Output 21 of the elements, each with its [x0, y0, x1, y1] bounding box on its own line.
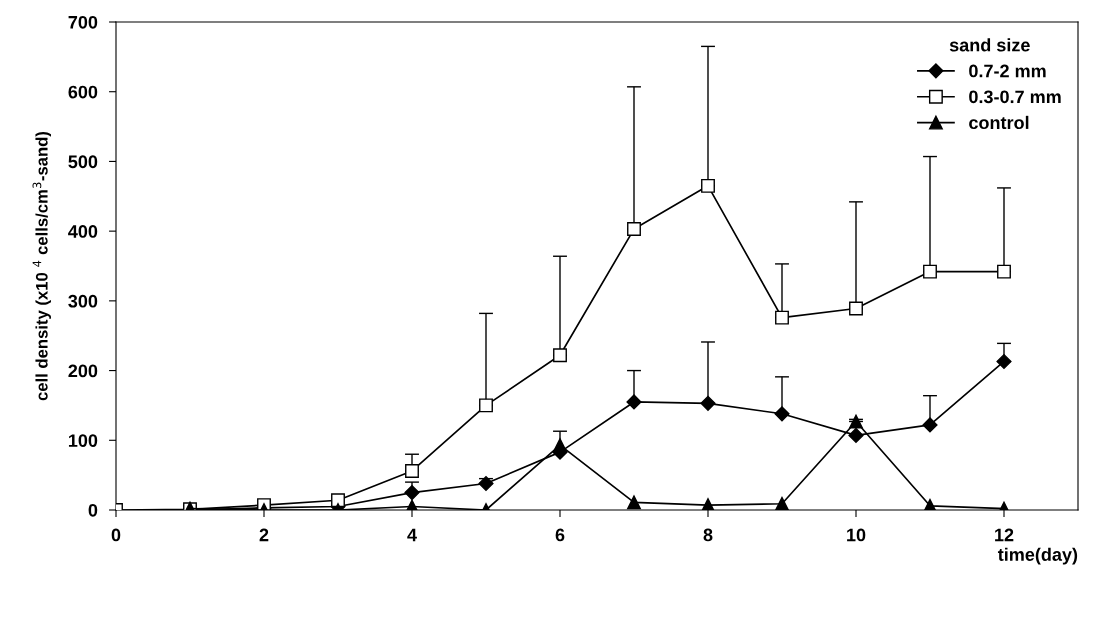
legend-title: sand size	[949, 38, 1030, 52]
y-tick-label: 600	[68, 85, 98, 99]
x-tick-label: 2	[259, 528, 269, 542]
x-tick-label: 4	[407, 528, 417, 542]
y-tick-label: 300	[68, 294, 98, 308]
x-tick-label: 10	[847, 528, 866, 542]
x-tick-label: 12	[995, 528, 1014, 542]
y-tick-label: 0	[88, 503, 98, 517]
x-axis-title: time(day)	[997, 547, 1078, 565]
x-tick-label: 6	[555, 528, 565, 542]
y-tick-label: 200	[68, 364, 98, 378]
legend-label: 0.7-2 mm	[969, 64, 1046, 78]
y-tick-label: 700	[68, 15, 98, 29]
y-axis-title: cell density (x10 $^{4}$ cells/cm$^{3}$-sand)	[32, 131, 51, 401]
y-tick-label: 500	[68, 155, 98, 169]
legend-label: 0.3-0.7 mm	[969, 90, 1061, 104]
legend-label: control	[969, 115, 1029, 130]
y-tick-label: 100	[68, 434, 98, 448]
x-tick-label: 0	[111, 528, 121, 542]
y-tick-label: 400	[68, 225, 98, 238]
x-tick-label: 8	[703, 528, 713, 542]
